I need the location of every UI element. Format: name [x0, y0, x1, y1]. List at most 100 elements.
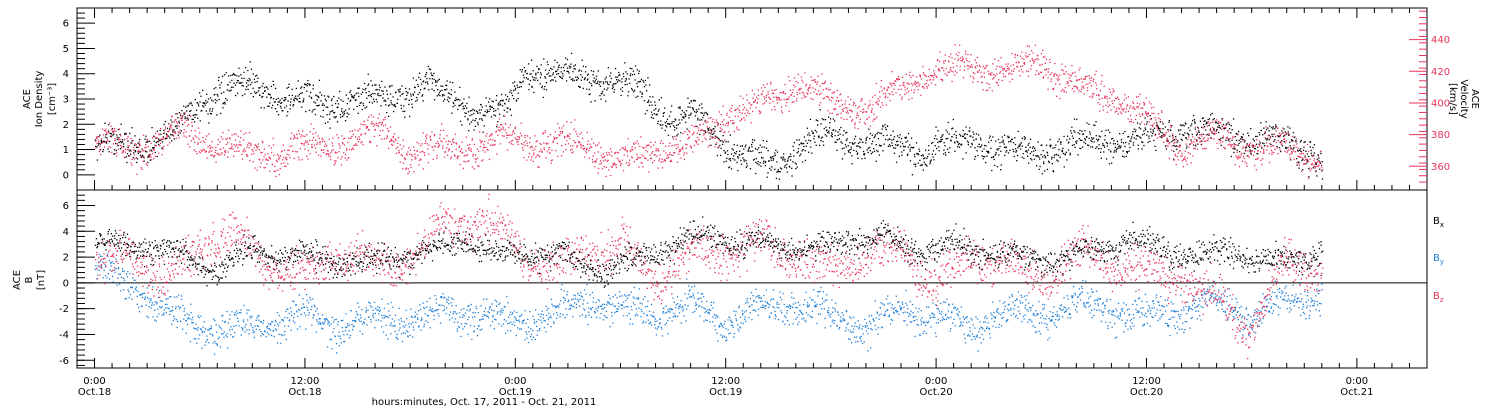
density-point	[1003, 146, 1006, 148]
density-point	[1206, 133, 1208, 136]
velocity-point	[737, 107, 739, 110]
velocity-point	[622, 170, 625, 172]
velocity-point	[430, 139, 432, 141]
velocity-point	[266, 159, 268, 161]
velocity-point	[300, 134, 303, 136]
density-point	[1314, 163, 1316, 165]
velocity-point	[869, 100, 871, 102]
density-point	[1118, 145, 1120, 147]
density-point	[279, 99, 281, 101]
velocity-point	[591, 146, 593, 148]
density-point	[1252, 145, 1255, 147]
density-point	[1179, 133, 1181, 135]
velocity-point	[912, 74, 914, 77]
density-point	[1089, 131, 1091, 133]
velocity-point	[716, 142, 718, 144]
density-point	[1235, 132, 1237, 135]
density-point	[1112, 143, 1115, 145]
velocity-point	[641, 154, 643, 156]
velocity-point	[285, 165, 287, 167]
velocity-point	[1147, 113, 1149, 115]
velocity-point	[441, 141, 443, 143]
velocity-point	[581, 137, 584, 140]
density-point	[779, 167, 782, 169]
velocity-point	[624, 148, 626, 150]
velocity-point	[128, 145, 130, 147]
velocity-point	[577, 135, 579, 137]
density-point	[153, 140, 155, 142]
density-point	[521, 69, 523, 71]
density-point	[651, 104, 653, 106]
density-point	[1074, 146, 1076, 148]
velocity-point	[840, 117, 842, 119]
density-point	[1037, 141, 1039, 143]
density-point	[337, 106, 339, 108]
density-point	[163, 123, 165, 126]
velocity-point	[711, 129, 713, 131]
velocity-point	[1178, 150, 1180, 152]
velocity-point	[1049, 61, 1051, 63]
density-point	[554, 76, 556, 78]
density-point	[387, 105, 390, 107]
density-point	[141, 148, 143, 150]
density-point	[1124, 130, 1126, 133]
density-point	[144, 138, 146, 140]
velocity-point	[975, 62, 977, 64]
density-point	[998, 154, 1000, 156]
velocity-point	[651, 152, 653, 154]
density-point	[565, 80, 568, 82]
velocity-point	[526, 135, 529, 137]
velocity-point	[446, 135, 448, 137]
density-point	[1140, 137, 1142, 139]
density-point	[538, 68, 540, 71]
density-point	[590, 83, 592, 85]
density-point	[418, 76, 420, 79]
velocity-point	[219, 148, 221, 151]
density-point	[921, 163, 923, 166]
velocity-point	[1095, 70, 1097, 73]
velocity-point	[159, 142, 162, 144]
velocity-point	[257, 146, 259, 148]
density-point	[755, 172, 757, 175]
velocity-point	[433, 135, 435, 137]
velocity-point	[915, 82, 917, 84]
density-point	[991, 169, 993, 172]
density-point	[778, 178, 781, 180]
density-point	[686, 128, 688, 130]
velocity-point	[705, 119, 707, 122]
density-point	[914, 156, 916, 158]
density-point	[1262, 134, 1264, 136]
velocity-point	[1158, 132, 1160, 135]
density-point	[125, 132, 127, 134]
density-point	[953, 133, 955, 135]
velocity-point	[1078, 78, 1081, 81]
velocity-point	[895, 80, 897, 82]
velocity-point	[586, 131, 588, 134]
velocity-point	[666, 157, 668, 159]
density-point	[1253, 140, 1255, 142]
density-point	[174, 131, 176, 133]
density-point	[353, 108, 355, 110]
density-point	[287, 86, 290, 88]
velocity-point	[169, 125, 172, 127]
density-point	[556, 70, 558, 72]
velocity-point	[1176, 155, 1178, 158]
density-point	[357, 87, 359, 89]
density-point	[975, 133, 978, 135]
velocity-point	[128, 149, 130, 151]
velocity-point	[169, 126, 171, 128]
velocity-point	[409, 164, 412, 166]
velocity-point	[1113, 106, 1115, 108]
velocity-point	[193, 149, 195, 151]
velocity-point	[521, 135, 523, 137]
density-point	[591, 85, 593, 87]
density-point	[709, 129, 712, 131]
density-point	[429, 68, 432, 71]
velocity-point	[1161, 111, 1163, 113]
density-point	[580, 74, 582, 76]
density-point	[245, 67, 247, 69]
density-point	[1028, 162, 1030, 164]
velocity-point	[850, 109, 852, 112]
density-point	[1114, 149, 1116, 152]
velocity-point	[106, 131, 108, 134]
